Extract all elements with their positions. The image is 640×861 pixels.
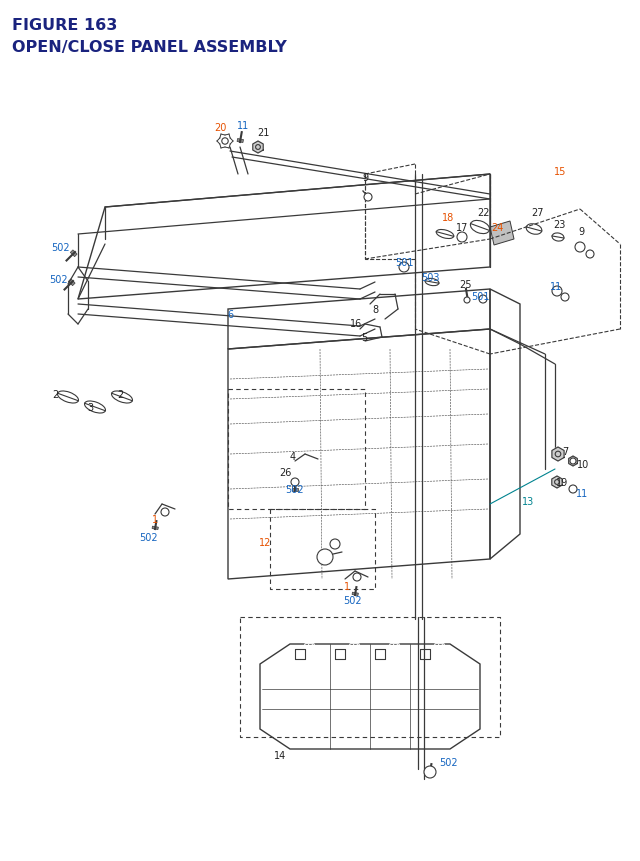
Circle shape: [353, 573, 361, 581]
Text: 502: 502: [342, 595, 362, 605]
Circle shape: [424, 766, 436, 778]
Text: 26: 26: [279, 468, 291, 478]
Circle shape: [330, 539, 340, 549]
Text: 13: 13: [522, 497, 534, 506]
Text: 16: 16: [350, 319, 362, 329]
Text: 3: 3: [87, 403, 93, 412]
Text: 7: 7: [562, 447, 568, 456]
Text: 2: 2: [117, 389, 123, 400]
Text: FIGURE 163: FIGURE 163: [12, 18, 117, 33]
Circle shape: [556, 452, 561, 457]
Text: 11: 11: [576, 488, 588, 499]
Text: 502: 502: [285, 485, 304, 494]
Text: 9: 9: [362, 173, 368, 183]
Circle shape: [552, 287, 562, 297]
Circle shape: [255, 146, 260, 150]
Text: 18: 18: [442, 213, 454, 223]
Text: 1: 1: [152, 514, 158, 524]
Polygon shape: [569, 456, 577, 467]
Text: 9: 9: [578, 226, 584, 237]
Polygon shape: [490, 222, 514, 245]
Circle shape: [571, 460, 575, 463]
Text: 24: 24: [491, 223, 503, 232]
Text: 2: 2: [52, 389, 58, 400]
Text: 10: 10: [577, 460, 589, 469]
Text: 14: 14: [274, 750, 286, 760]
Circle shape: [555, 480, 559, 485]
Circle shape: [317, 549, 333, 566]
Polygon shape: [253, 142, 263, 154]
Circle shape: [291, 479, 299, 486]
Text: 4: 4: [290, 451, 296, 461]
Text: 11: 11: [237, 121, 249, 131]
Circle shape: [569, 486, 577, 493]
Text: OPEN/CLOSE PANEL ASSEMBLY: OPEN/CLOSE PANEL ASSEMBLY: [12, 40, 287, 55]
Circle shape: [364, 194, 372, 201]
Circle shape: [457, 232, 467, 243]
Polygon shape: [237, 139, 243, 143]
Circle shape: [161, 508, 169, 517]
Circle shape: [561, 294, 569, 301]
Text: 19: 19: [556, 478, 568, 487]
Circle shape: [586, 251, 594, 258]
Text: 502: 502: [49, 275, 67, 285]
Circle shape: [570, 458, 576, 464]
Text: 11: 11: [550, 282, 562, 292]
Text: 501: 501: [395, 257, 413, 268]
Polygon shape: [427, 769, 433, 772]
Text: 25: 25: [460, 280, 472, 289]
Polygon shape: [292, 488, 298, 492]
Text: 22: 22: [477, 208, 489, 218]
Text: 23: 23: [553, 220, 565, 230]
Text: 502: 502: [51, 243, 69, 253]
Text: 20: 20: [214, 123, 226, 133]
Circle shape: [464, 298, 470, 304]
Text: 502: 502: [438, 757, 458, 767]
Polygon shape: [352, 592, 358, 596]
Circle shape: [222, 139, 228, 145]
Text: 501: 501: [471, 292, 489, 301]
Polygon shape: [552, 448, 564, 461]
Polygon shape: [552, 476, 562, 488]
Text: 17: 17: [456, 223, 468, 232]
Text: 8: 8: [372, 305, 378, 314]
Text: 503: 503: [420, 273, 439, 282]
Polygon shape: [152, 527, 158, 530]
Circle shape: [399, 263, 409, 273]
Polygon shape: [70, 251, 77, 257]
Text: 5: 5: [361, 332, 367, 343]
Text: 1: 1: [344, 581, 350, 592]
Text: 6: 6: [227, 310, 233, 319]
Text: 502: 502: [139, 532, 157, 542]
Text: 12: 12: [259, 537, 271, 548]
Text: 15: 15: [554, 167, 566, 177]
Text: 27: 27: [531, 208, 543, 218]
Circle shape: [479, 295, 487, 304]
Circle shape: [575, 243, 585, 253]
Polygon shape: [68, 280, 75, 287]
Text: 21: 21: [257, 127, 269, 138]
